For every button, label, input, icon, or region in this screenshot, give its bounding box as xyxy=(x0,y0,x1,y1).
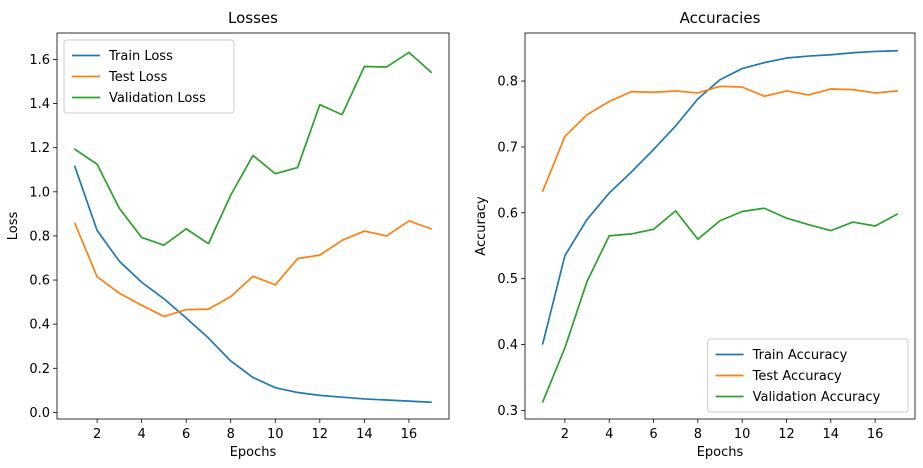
plot-area-frame xyxy=(56,32,450,420)
y-tick-label: 0.2 xyxy=(29,362,50,377)
y-tick-label: 0.6 xyxy=(497,206,518,221)
legend-label: Test Loss xyxy=(108,70,167,85)
x-tick-label: 16 xyxy=(867,427,884,442)
legend-box xyxy=(707,338,909,413)
y-tick-label: 0.0 xyxy=(29,406,50,421)
legend-box xyxy=(63,39,235,114)
x-axis-label: Epochs xyxy=(230,445,277,460)
y-tick-label: 1.0 xyxy=(29,185,50,200)
series-line-train-loss xyxy=(73,165,433,404)
series-line-train-accuracy xyxy=(541,49,899,345)
x-tick-label: 2 xyxy=(561,427,569,442)
y-tick-label: 0.6 xyxy=(29,274,50,289)
chart-panel-1: Losses 2 4 6 8 10 12 14 16 Epochs 0.0 0.2 0.4 0.6 0.8 1… xyxy=(6,9,450,460)
x-tick-label: 6 xyxy=(649,427,657,442)
x-tick-label: 12 xyxy=(312,427,329,442)
y-axis-label: Loss xyxy=(6,212,21,241)
x-tick-label: 16 xyxy=(401,427,418,442)
x-axis: 2 4 6 8 10 12 14 16 Epochs xyxy=(561,419,884,460)
x-tick-label: 10 xyxy=(734,427,751,442)
series-line-test-accuracy xyxy=(541,85,899,192)
legend-label: Validation Accuracy xyxy=(753,390,881,405)
chart-panel-2: Accuracies 2 4 6 8 10 12 14 16 Epochs 0.3 0.4 0.5 0.6… xyxy=(474,9,916,460)
legend-label: Validation Loss xyxy=(109,91,206,106)
y-tick-label: 0.3 xyxy=(497,404,518,419)
y-axis-label: Accuracy xyxy=(474,196,489,256)
y-axis: 0.3 0.4 0.5 0.6 0.7 0.8 Accuracy xyxy=(474,75,525,419)
y-tick-label: 0.8 xyxy=(29,229,50,244)
y-tick-label: 0.8 xyxy=(497,75,518,90)
y-tick-label: 0.7 xyxy=(497,140,518,155)
x-tick-label: 8 xyxy=(227,427,235,442)
x-axis-label: Epochs xyxy=(697,445,744,460)
legend-label: Train Loss xyxy=(108,49,173,64)
y-tick-label: 1.2 xyxy=(29,141,50,156)
series-lines xyxy=(541,49,899,403)
x-tick-label: 14 xyxy=(356,427,373,442)
chart-title: Accuracies xyxy=(680,9,761,27)
y-tick-label: 1.4 xyxy=(29,97,50,112)
x-tick-label: 4 xyxy=(605,427,613,442)
x-tick-label: 4 xyxy=(137,427,145,442)
y-tick-label: 0.4 xyxy=(497,338,518,353)
y-tick-label: 0.5 xyxy=(497,272,518,287)
x-tick-label: 14 xyxy=(823,427,840,442)
plot-area-frame xyxy=(524,32,916,420)
y-axis: 0.0 0.2 0.4 0.6 0.8 1.0 1.2 1.4 1.6 Loss xyxy=(6,53,57,421)
x-tick-label: 10 xyxy=(267,427,284,442)
x-tick-label: 8 xyxy=(694,427,702,442)
legend: Train Loss Test Loss Validation Loss xyxy=(63,39,235,114)
chart-title: Losses xyxy=(228,9,278,27)
x-tick-label: 2 xyxy=(93,427,101,442)
x-axis: 2 4 6 8 10 12 14 16 Epochs xyxy=(93,419,417,460)
legend-label: Train Accuracy xyxy=(752,348,848,363)
x-tick-label: 12 xyxy=(778,427,795,442)
legend-label: Test Accuracy xyxy=(752,369,842,384)
legend: Train Accuracy Test Accuracy Validation Ac… xyxy=(707,338,909,413)
series-line-test-loss xyxy=(73,220,433,318)
x-tick-label: 6 xyxy=(182,427,190,442)
series-line-validation-accuracy xyxy=(541,207,899,403)
y-tick-label: 0.4 xyxy=(29,318,50,333)
series-lines xyxy=(73,51,433,404)
series-line-validation-loss xyxy=(73,51,433,247)
y-tick-label: 1.6 xyxy=(29,53,50,68)
